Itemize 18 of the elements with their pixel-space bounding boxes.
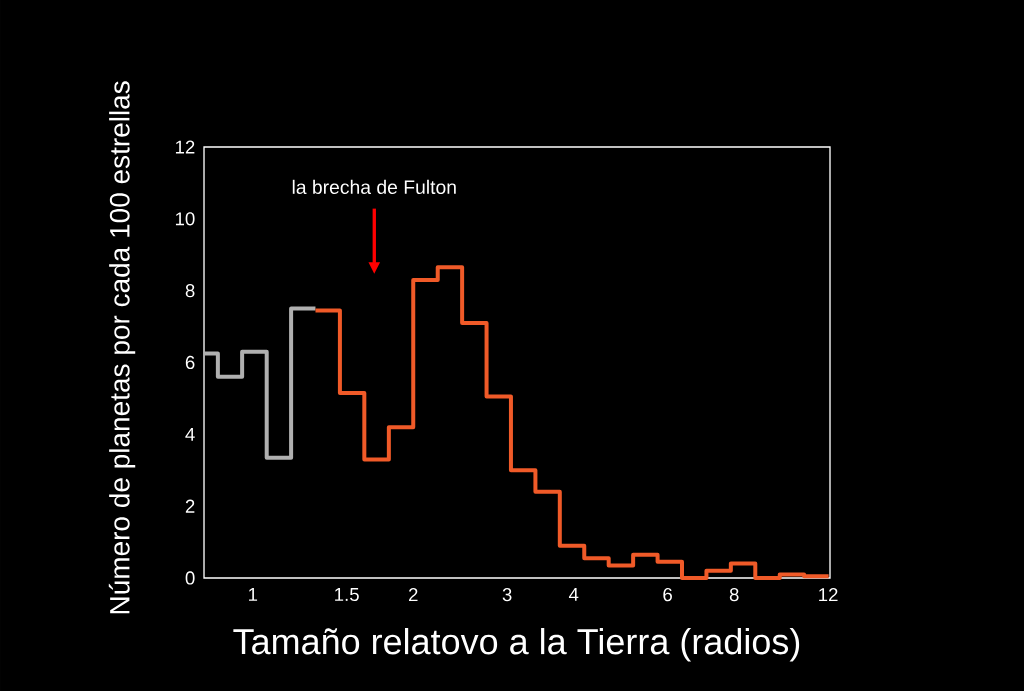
x-tick-label: 6 [663, 588, 672, 602]
x-tick-label: 3 [502, 588, 512, 602]
x-axis-title: Tamaño relatovo a la Tierra (radios) [233, 628, 800, 662]
y-tick-label: 12 [175, 140, 195, 154]
y-tick-label: 6 [185, 355, 195, 370]
y-axis-title: Número de planetas por cada 100 estrellas [108, 81, 136, 614]
x-tick-label: 8 [729, 588, 739, 602]
x-tick-label: 4 [568, 588, 579, 601]
annotation: la brecha de Fulton [292, 179, 456, 194]
y-tick-label: 10 [175, 212, 195, 226]
x-tick-label: 1 [249, 588, 258, 601]
y-tick-label: 8 [185, 284, 195, 298]
x-tick-label: 12 [819, 588, 838, 602]
x-tick-label: 2 [408, 588, 418, 602]
y-tick-label: 2 [185, 499, 195, 513]
x-tick-label: 1.5 [335, 588, 359, 602]
y-tick-label: 0 [185, 571, 195, 585]
y-tick-label: 4 [185, 427, 195, 441]
